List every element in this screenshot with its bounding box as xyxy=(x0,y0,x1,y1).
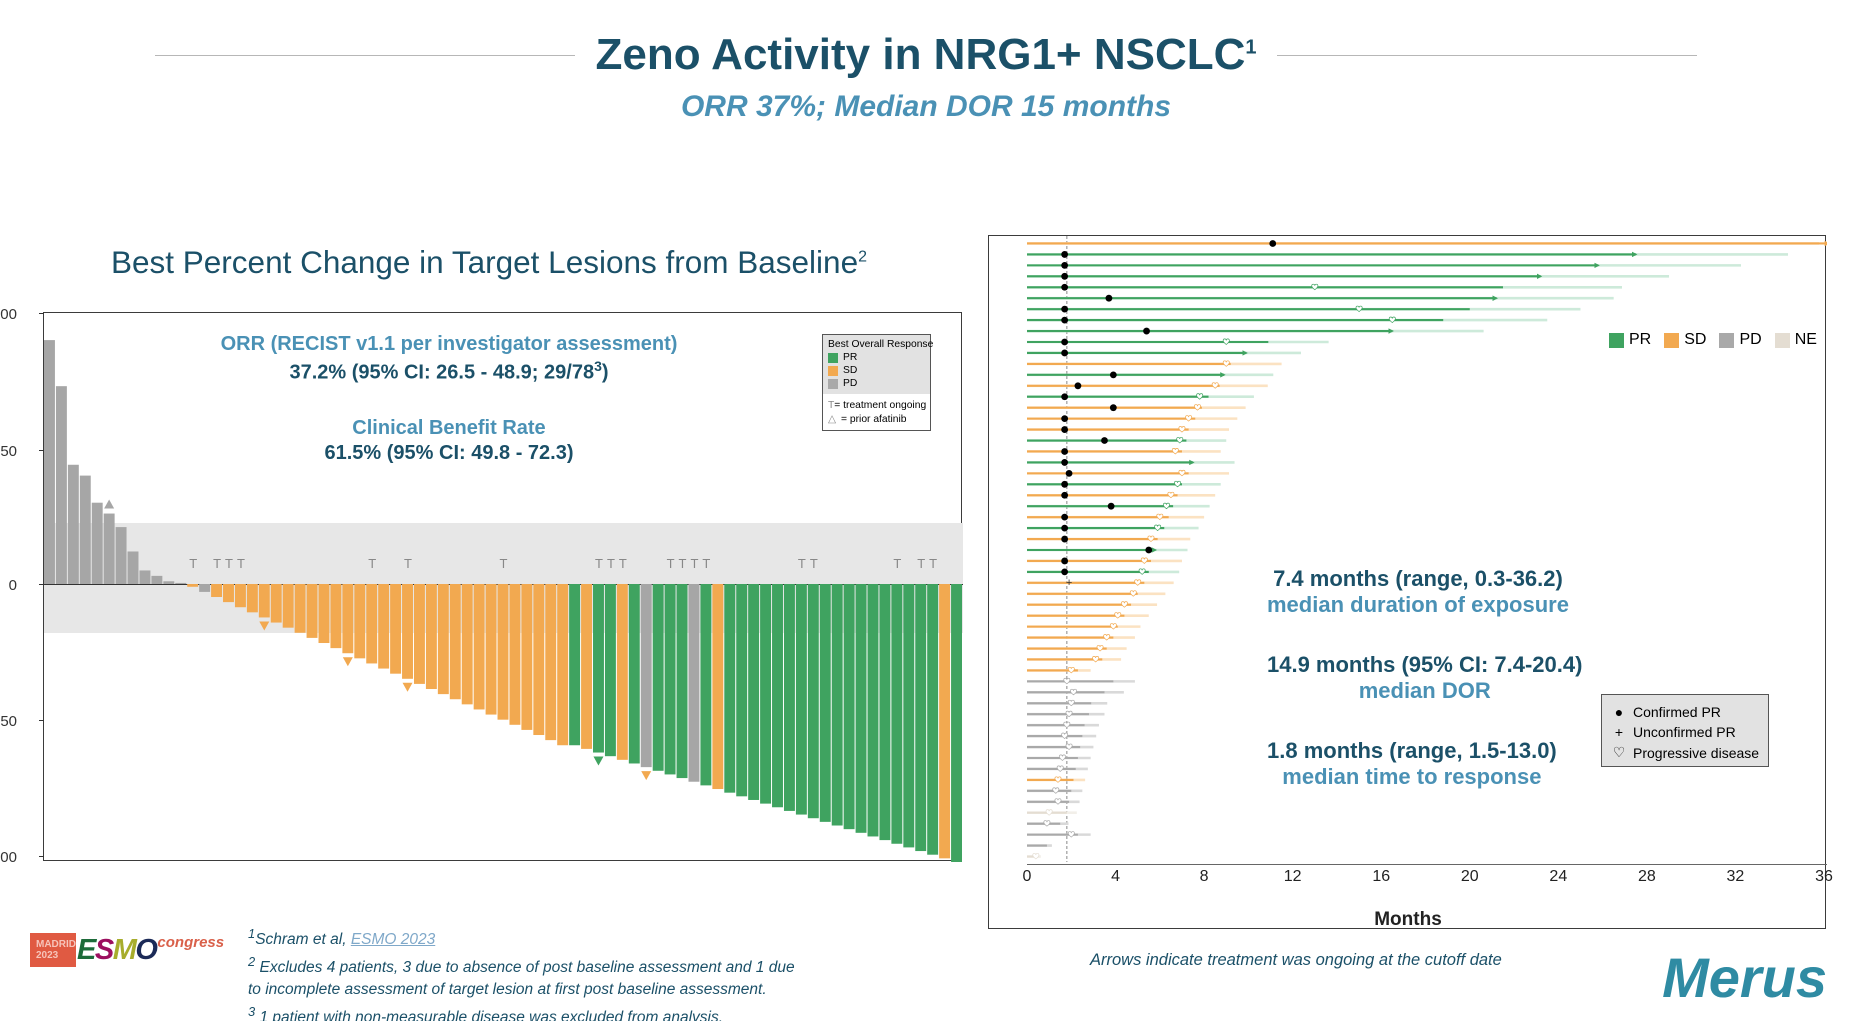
svg-text:T: T xyxy=(798,556,806,571)
svg-text:T: T xyxy=(667,556,675,571)
svg-text:T: T xyxy=(595,556,603,571)
svg-text:T: T xyxy=(929,556,937,571)
svg-text:T: T xyxy=(893,556,901,571)
svg-text:T: T xyxy=(607,556,615,571)
svg-text:T: T xyxy=(213,556,221,571)
svg-text:T: T xyxy=(500,556,508,571)
svg-text:T: T xyxy=(690,556,698,571)
svg-text:T: T xyxy=(189,556,197,571)
svg-text:T: T xyxy=(619,556,627,571)
svg-text:T: T xyxy=(237,556,245,571)
svg-text:T: T xyxy=(679,556,687,571)
svg-text:T: T xyxy=(917,556,925,571)
svg-text:T: T xyxy=(810,556,818,571)
svg-text:T: T xyxy=(368,556,376,571)
svg-text:T: T xyxy=(225,556,233,571)
svg-text:+: + xyxy=(1066,577,1072,589)
svg-text:T: T xyxy=(702,556,710,571)
svg-text:T: T xyxy=(404,556,412,571)
